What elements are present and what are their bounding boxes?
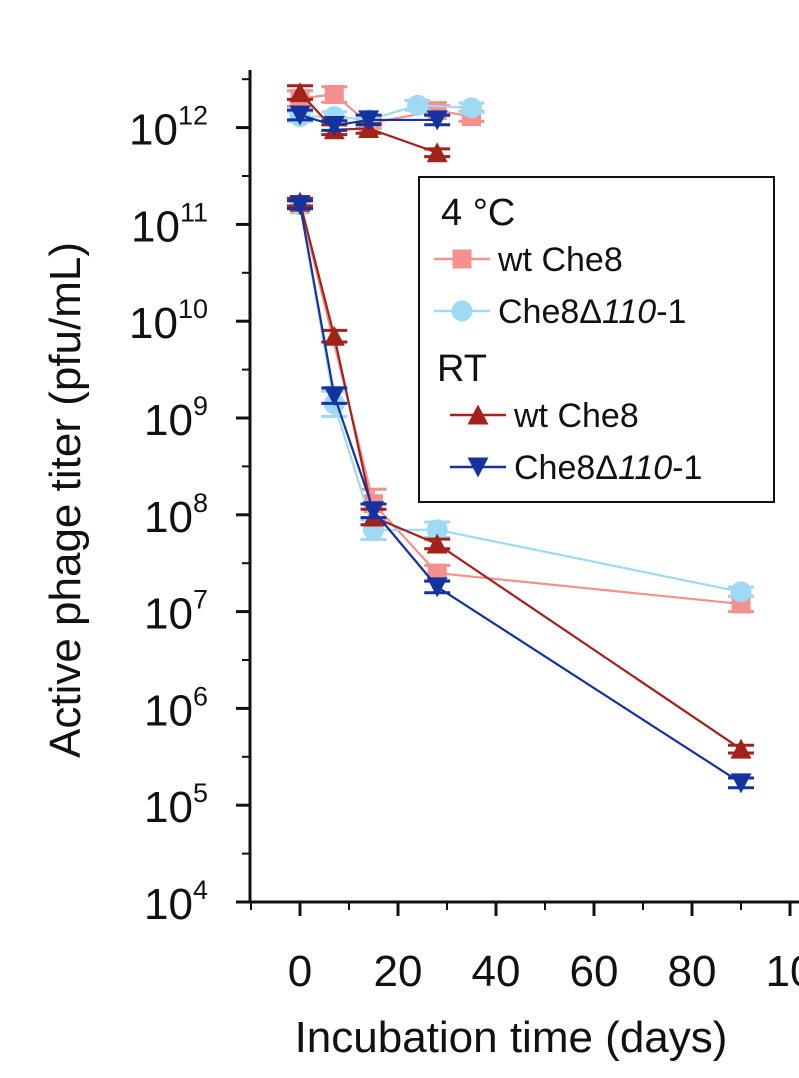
series-group: [287, 195, 754, 794]
legend-box: [418, 176, 775, 503]
series-group: [287, 82, 451, 163]
axes: [248, 70, 799, 904]
series-line: [299, 91, 438, 154]
legend-entry: Che8Δ110-1: [450, 449, 702, 487]
legend-label: wt Che8: [513, 397, 639, 435]
y-tick-label: 104: [144, 875, 208, 929]
data-series: [287, 82, 754, 794]
legend-marker: [452, 249, 472, 269]
data-point: [426, 142, 448, 163]
y-tick-label: 1011: [131, 197, 208, 251]
x-tick-label: 20: [374, 947, 423, 996]
data-point: [730, 773, 752, 794]
legend-marker: [467, 404, 489, 425]
data-point: [426, 577, 448, 598]
series-line: [299, 113, 438, 127]
legend-entry: wt Che8: [434, 241, 623, 279]
x-tick-label: 0: [288, 947, 312, 996]
legend-marker: [451, 300, 473, 322]
data-point: [324, 84, 344, 104]
data-point: [323, 386, 345, 407]
ticks: 0 20 40 60 80 10 104 105 106 107 108 109 1010 1011 101…: [129, 78, 799, 996]
data-point: [461, 97, 482, 119]
x-tick-label: 40: [472, 947, 521, 996]
data-point: [358, 110, 380, 131]
x-tick-label: 10: [766, 947, 799, 996]
y-axis-title: Active phage titer (pfu/mL): [41, 242, 90, 758]
y-tick-label: 1010: [129, 294, 208, 348]
series-line: [298, 204, 742, 606]
data-point: [426, 533, 448, 554]
y-tick-label: 106: [144, 681, 208, 735]
y-tick-label: 108: [144, 488, 208, 542]
data-point: [323, 325, 345, 346]
data-point: [289, 105, 311, 126]
legend-label: Che8Δ110-1: [514, 449, 702, 487]
data-point: [363, 501, 384, 522]
y-tick-label: 1012: [129, 101, 208, 155]
y-tick-label: 105: [144, 778, 208, 832]
data-point: [289, 82, 311, 103]
legend-group-header: RT: [437, 348, 487, 390]
y-tick-label: 107: [144, 585, 208, 639]
legend-marker: [467, 457, 489, 478]
legend-entry: Che8Δ110-1: [434, 293, 686, 331]
data-point: [426, 110, 448, 131]
data-point: [407, 94, 429, 116]
x-axis-title: Incubation time (days): [295, 1013, 728, 1062]
data-point: [323, 116, 345, 137]
data-point: [426, 519, 448, 541]
y-tick-label: 109: [144, 391, 208, 445]
legend-group-header: 4 °C: [441, 192, 515, 234]
data-point: [730, 738, 752, 759]
data-point: [289, 195, 311, 216]
legend-label: wt Che8: [497, 241, 623, 279]
legend: 4 °C wt Che8 Che8Δ110-1 RT wt Che8 Che8Δ110-1: [418, 176, 775, 503]
x-tick-label: 60: [570, 947, 619, 996]
legend-entry: wt Che8: [450, 397, 639, 435]
legend-label: Che8Δ110-1: [498, 293, 686, 331]
x-tick-label: 80: [668, 947, 717, 996]
data-point: [730, 581, 752, 603]
series-group: [287, 105, 451, 137]
